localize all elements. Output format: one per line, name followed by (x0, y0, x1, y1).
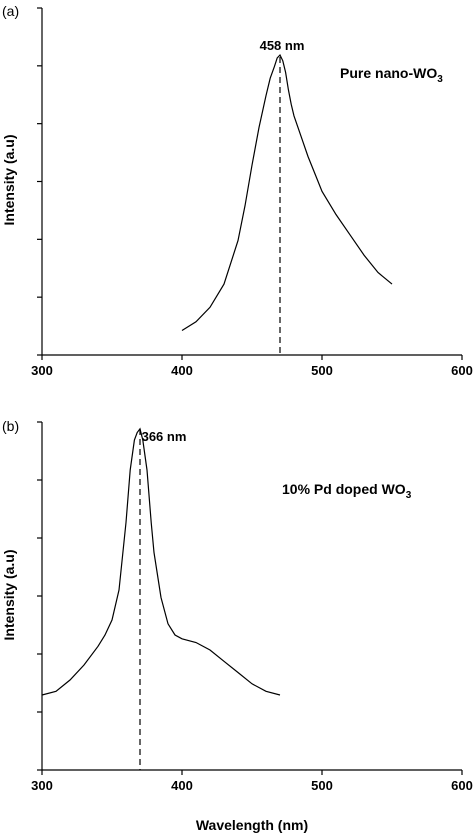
spectrum-line-a (181, 53, 393, 332)
x-tick-label: 600 (451, 363, 473, 378)
x-tick-label: 500 (311, 363, 333, 378)
x-axis-title-b: Wavelength (nm) (196, 817, 308, 833)
panel-a: (a) 300 400 500 600 458 nm Pure nano-WO3 In… (1, 3, 473, 378)
y-ticks-b (37, 421, 42, 771)
panel-label-b: (b) (2, 418, 19, 434)
y-ticks-a (37, 7, 42, 356)
y-axis-title-a: Intensity (a.u) (1, 134, 17, 225)
peak-annotation-a: 458 nm (260, 38, 305, 53)
panel-b: (b) 300 400 500 600 366 nm 10% Pd doped WO3… (1, 418, 473, 833)
x-tick-label: 500 (311, 778, 333, 793)
x-tick-label: 400 (171, 363, 193, 378)
panel-label-a: (a) (2, 3, 19, 19)
spectrum-line-b (41, 427, 281, 696)
x-tick-label: 300 (31, 778, 53, 793)
series-label-a: Pure nano-WO3 (340, 65, 443, 85)
x-tick-label: 400 (171, 778, 193, 793)
x-ticks-b: 300 400 500 600 (31, 770, 473, 793)
x-tick-label: 300 (31, 363, 53, 378)
peak-annotation-b: 366 nm (142, 429, 187, 444)
series-label-b: 10% Pd doped WO3 (282, 481, 412, 501)
x-tick-label: 600 (451, 778, 473, 793)
y-axis-title-b: Intensity (a.u) (1, 549, 17, 640)
x-ticks-a: 300 400 500 600 (31, 355, 473, 378)
